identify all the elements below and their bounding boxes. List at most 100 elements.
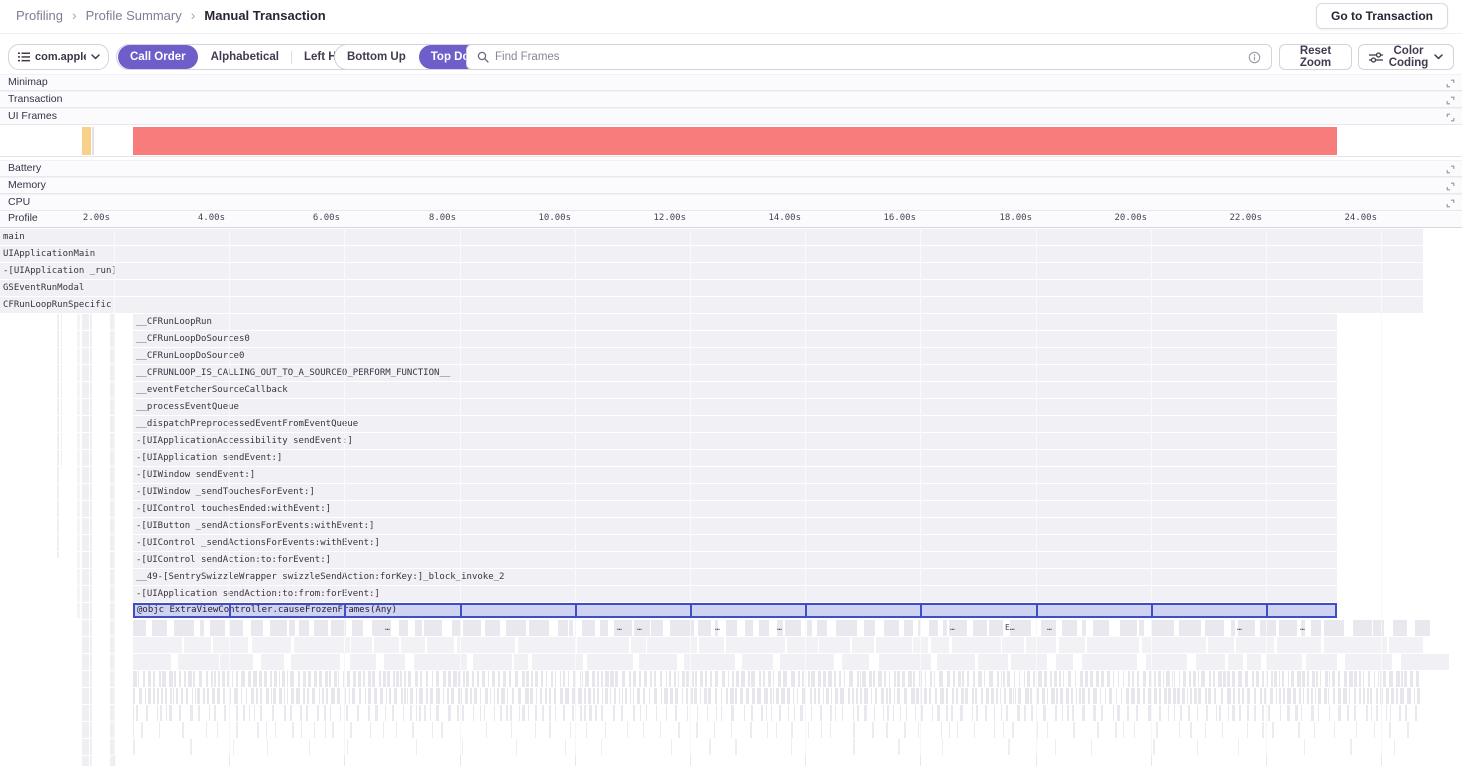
flame-frame-fragment[interactable] [173, 671, 176, 687]
flame-frame-fragment[interactable] [1377, 671, 1380, 687]
flame-frame-fragment[interactable] [1261, 705, 1265, 721]
flame-frame-fragment[interactable] [1358, 688, 1361, 704]
flame-frame-fragment[interactable] [1400, 688, 1404, 704]
flame-frame-fragment[interactable] [1072, 705, 1075, 721]
flame-frame-fragment[interactable] [1399, 705, 1401, 721]
flame-frame-fragment[interactable] [588, 705, 592, 721]
flame-frame-fragment[interactable] [742, 654, 774, 670]
flame-frame-fragment[interactable] [874, 705, 876, 721]
flame-frame-fragment[interactable] [677, 671, 680, 687]
flame-frame-fragment[interactable] [793, 705, 796, 721]
flame-frame-fragment[interactable] [816, 620, 827, 636]
flame-frame-fragment[interactable] [1040, 620, 1056, 636]
flame-frame-fragment[interactable] [317, 705, 319, 721]
flame-frame-fragment[interactable] [1241, 688, 1245, 704]
color-coding-dropdown[interactable]: Color Coding [1358, 44, 1454, 70]
flame-frame-fragment[interactable] [1407, 688, 1411, 704]
section-header-memory[interactable]: Memory [0, 177, 1462, 194]
flame-frame-fragment[interactable] [884, 620, 899, 636]
flame-frame-fragment[interactable] [183, 671, 187, 687]
flame-frame-fragment[interactable] [245, 688, 248, 704]
flame-frame-fragment[interactable] [416, 688, 418, 704]
flame-frame-fragment[interactable] [395, 722, 398, 738]
flame-frame-fragment[interactable] [169, 705, 173, 721]
flame-frame-fragment[interactable] [1213, 671, 1216, 687]
flame-frame-fragment[interactable] [1303, 688, 1305, 704]
flame-frame-fragment[interactable] [1056, 688, 1058, 704]
flame-frame-fragment[interactable] [506, 688, 509, 704]
flame-frame-fragment[interactable] [732, 671, 734, 687]
flame-frame-fragment[interactable] [403, 671, 406, 687]
flame-frame-fragment[interactable] [1214, 688, 1217, 704]
offscreen-stack-column[interactable] [61, 314, 62, 468]
flame-frame-fragment[interactable] [984, 671, 986, 687]
flame-frame-fragment[interactable] [241, 671, 245, 687]
flame-frame-fragment[interactable] [133, 688, 136, 704]
flame-frame-fragment[interactable] [1410, 671, 1413, 687]
flame-frame-fragment[interactable] [1055, 654, 1074, 670]
flame-frame-fragment[interactable] [860, 688, 863, 704]
flame-frame-fragment[interactable] [1061, 705, 1064, 721]
flame-frame-fragment[interactable] [1042, 688, 1046, 704]
flame-frame-fragment[interactable] [621, 688, 624, 704]
flame-frame-fragment[interactable] [1282, 688, 1285, 704]
flame-frame-fragment[interactable] [960, 705, 963, 721]
flame-frame-fragment[interactable] [580, 705, 583, 721]
flame-frame-fragment[interactable] [669, 620, 694, 636]
flame-frame-fragment[interactable] [415, 739, 418, 755]
flame-frame-fragment[interactable] [158, 671, 161, 687]
flame-frame-fragment[interactable] [809, 688, 812, 704]
flame-frame-fragment[interactable] [619, 688, 621, 704]
flame-frame-fragment[interactable] [1319, 671, 1322, 687]
flame-frame-fragment[interactable] [934, 671, 936, 687]
flame-frame-fragment[interactable] [148, 688, 151, 704]
flame-frame-fragment[interactable] [840, 688, 845, 704]
flame-frame-fragment[interactable] [294, 637, 351, 653]
flame-frame-fragment[interactable] [830, 688, 833, 704]
flame-frame-fragment[interactable] [562, 671, 566, 687]
flame-frame-fragment[interactable] [318, 688, 320, 704]
slow-frame-bar[interactable] [82, 127, 91, 155]
flame-frame[interactable]: __CFRunLoopRun [133, 314, 1337, 330]
section-header-transaction[interactable]: Transaction [0, 91, 1462, 108]
flame-frame-fragment[interactable] [775, 688, 780, 704]
flame-frame-fragment[interactable] [224, 705, 226, 721]
flame-frame-fragment[interactable] [1338, 671, 1341, 687]
flame-frame-fragment[interactable] [259, 671, 263, 687]
flame-frame-fragment[interactable] [424, 620, 443, 636]
flame-frame-fragment[interactable] [291, 688, 295, 704]
flame-frame-fragment[interactable] [331, 688, 336, 704]
flame-frame-fragment[interactable] [324, 705, 326, 721]
flame-frame-fragment[interactable] [1279, 688, 1281, 704]
flame-frame-fragment[interactable] [363, 671, 365, 687]
flame-frame-fragment[interactable] [1084, 671, 1088, 687]
flame-frame-fragment[interactable] [647, 637, 697, 653]
flame-frame-fragment[interactable] [999, 688, 1001, 704]
flame-frame-fragment[interactable] [485, 688, 489, 704]
flame-frame-fragment[interactable] [388, 688, 392, 704]
flame-frame-fragment[interactable] [401, 637, 425, 653]
flame-frame-fragment[interactable] [259, 705, 262, 721]
flame-frame-fragment[interactable] [565, 688, 570, 704]
flame-frame-fragment[interactable] [581, 620, 595, 636]
flame-frame-fragment[interactable] [653, 688, 657, 704]
flame-frame-fragment[interactable] [1311, 688, 1313, 704]
flame-frame-fragment[interactable] [889, 688, 891, 704]
flame-frame-fragment[interactable] [686, 671, 689, 687]
flame-frame-fragment[interactable] [741, 671, 745, 687]
flame-frame-fragment[interactable] [696, 705, 699, 721]
flame-frame-fragment[interactable] [1189, 722, 1192, 738]
flame-frame-fragment[interactable] [744, 620, 754, 636]
profile-time-axis[interactable]: Profile 2.00s 4.00s 6.00s 8.00s 10.00s 12.00s… [0, 211, 1462, 228]
flame-frame-fragment[interactable] [699, 688, 701, 704]
flame-frame-fragment[interactable] [1270, 671, 1273, 687]
flame-frame-fragment[interactable] [940, 688, 944, 704]
flame-frame-fragment[interactable] [479, 688, 482, 704]
flame-frame-fragment[interactable] [757, 688, 761, 704]
flame-frame-fragment[interactable] [594, 705, 597, 721]
flame-frame-fragment[interactable] [1018, 671, 1021, 687]
expand-icon[interactable] [1446, 113, 1455, 122]
flame-frame-fragment[interactable] [605, 688, 609, 704]
flame-frame-fragment[interactable] [1279, 705, 1282, 721]
flame-frame-fragment[interactable] [1101, 671, 1105, 687]
